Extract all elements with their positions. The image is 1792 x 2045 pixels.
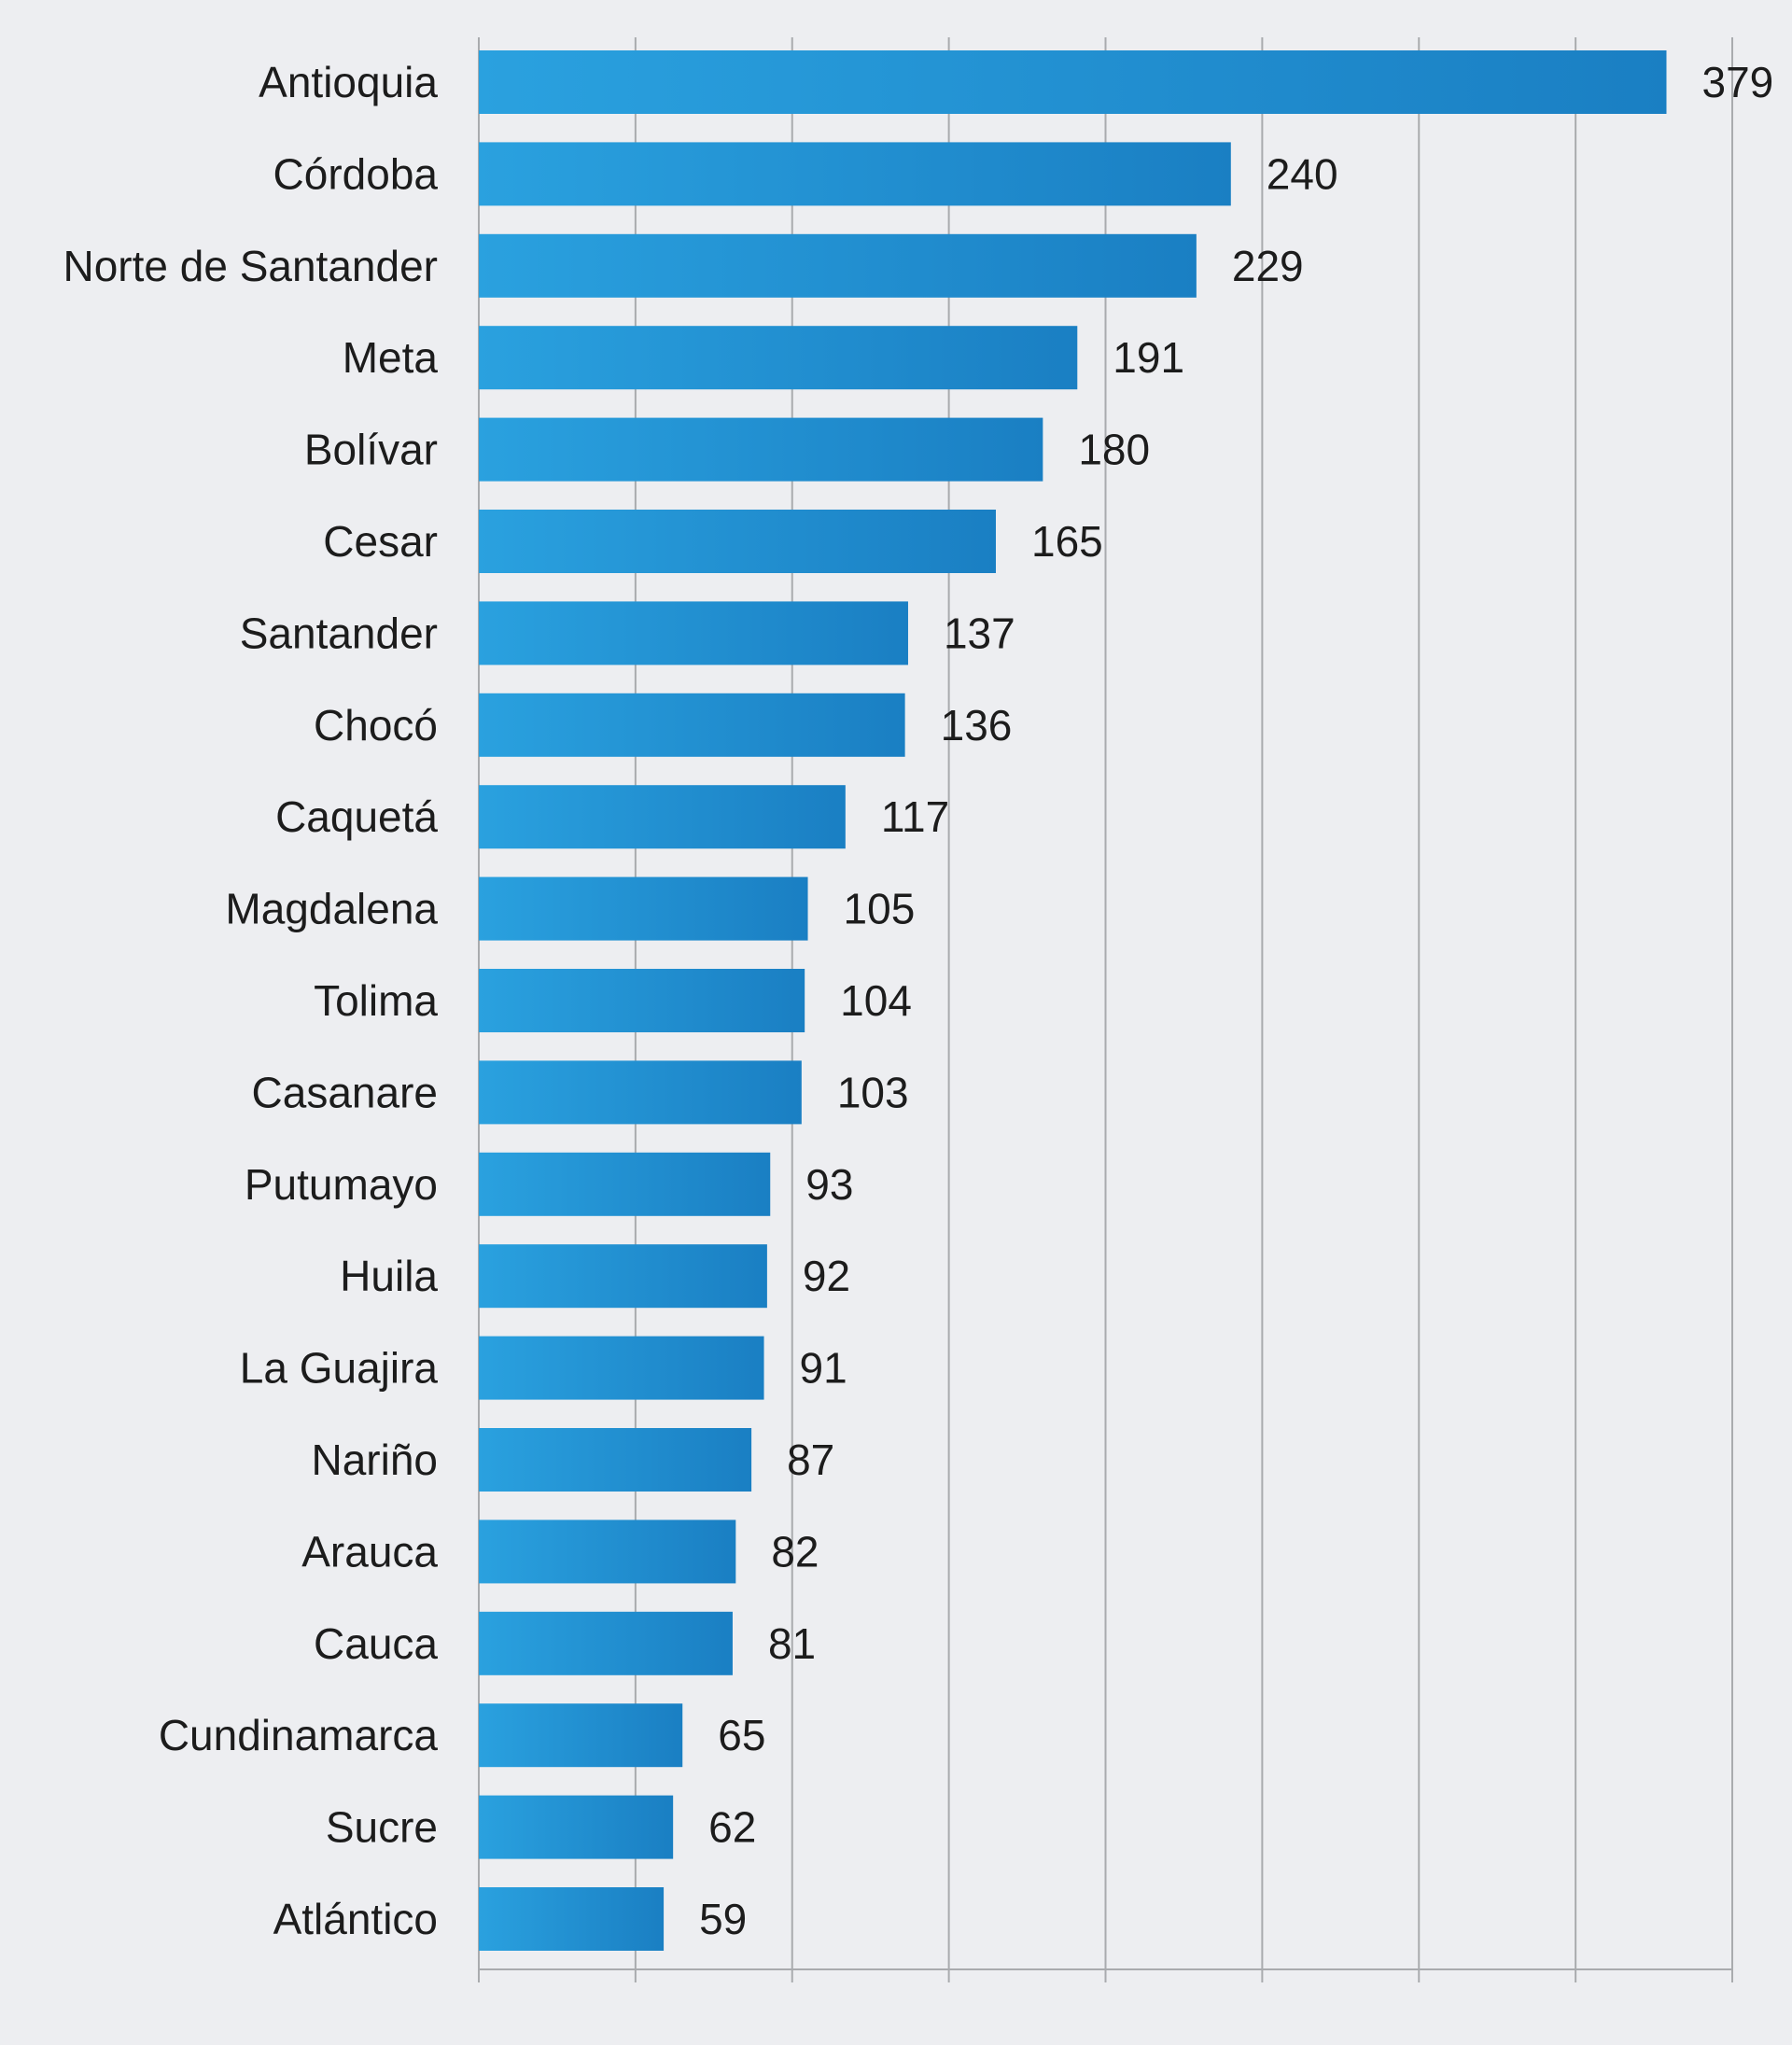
- bar-0: [479, 50, 1667, 114]
- x-axis: [478, 1968, 1733, 1982]
- value-label-9: 105: [844, 885, 916, 933]
- value-label-2: 229: [1232, 242, 1304, 290]
- bar-20: [479, 1887, 665, 1951]
- value-label-16: 82: [771, 1527, 819, 1576]
- bar-13: [479, 1244, 767, 1309]
- category-label-18: Cundinamarca: [159, 1711, 439, 1759]
- category-label-1: Córdoba: [273, 149, 439, 198]
- category-label-9: Magdalena: [225, 885, 438, 933]
- bar-6: [479, 601, 908, 665]
- category-label-14: La Guajira: [240, 1344, 439, 1393]
- value-label-12: 93: [805, 1160, 853, 1209]
- bar-15: [479, 1428, 752, 1492]
- bar-7: [479, 693, 905, 757]
- bar-10: [479, 969, 805, 1032]
- value-label-0: 379: [1701, 58, 1773, 106]
- bar-5: [479, 510, 996, 573]
- category-label-7: Chocó: [314, 701, 438, 749]
- value-label-17: 81: [768, 1619, 816, 1668]
- bar-9: [479, 876, 808, 941]
- category-label-10: Tolima: [314, 976, 438, 1025]
- bar-18: [479, 1703, 683, 1768]
- category-label-4: Bolívar: [304, 426, 438, 474]
- value-label-8: 117: [881, 792, 949, 841]
- category-label-17: Cauca: [314, 1619, 438, 1668]
- value-label-15: 87: [787, 1436, 834, 1484]
- category-label-16: Arauca: [301, 1527, 438, 1576]
- bar-11: [479, 1060, 802, 1125]
- category-label-20: Atlántico: [273, 1895, 438, 1943]
- bar-3: [479, 326, 1078, 390]
- category-label-6: Santander: [240, 609, 438, 657]
- bar-12: [479, 1152, 771, 1216]
- category-label-19: Sucre: [326, 1803, 438, 1852]
- bar-8: [479, 785, 846, 849]
- value-label-5: 165: [1031, 517, 1103, 566]
- value-labels: 379 240 229 191 180 165 137 136 117 105 104 103 93 92…: [699, 58, 1773, 1943]
- value-label-10: 104: [840, 976, 912, 1025]
- value-label-18: 65: [718, 1711, 765, 1759]
- value-label-20: 59: [699, 1895, 747, 1943]
- bar-2: [479, 233, 1197, 298]
- category-label-2: Norte de Santander: [63, 242, 439, 290]
- value-label-19: 62: [708, 1803, 756, 1852]
- bar-4: [479, 417, 1043, 482]
- category-label-11: Casanare: [252, 1068, 438, 1116]
- category-label-13: Huila: [340, 1252, 438, 1300]
- category-label-3: Meta: [343, 333, 439, 382]
- bar-16: [479, 1520, 736, 1584]
- value-label-14: 91: [800, 1344, 847, 1393]
- category-label-8: Caquetá: [275, 792, 438, 841]
- bars: [479, 50, 1667, 1951]
- value-label-7: 136: [941, 701, 1013, 749]
- bar-19: [479, 1795, 674, 1859]
- value-label-6: 137: [944, 609, 1015, 657]
- category-label-12: Putumayo: [245, 1160, 438, 1209]
- bar-14: [479, 1336, 764, 1400]
- category-label-5: Cesar: [323, 517, 438, 566]
- value-label-13: 92: [803, 1252, 850, 1300]
- value-label-4: 180: [1078, 426, 1150, 474]
- value-label-11: 103: [837, 1068, 909, 1116]
- bar-17: [479, 1611, 733, 1675]
- value-label-3: 191: [1113, 333, 1184, 382]
- category-label-0: Antioquia: [259, 58, 438, 106]
- bar-1: [479, 142, 1231, 206]
- category-label-15: Nariño: [311, 1436, 438, 1484]
- value-label-1: 240: [1267, 149, 1338, 198]
- category-labels: Antioquia Córdoba Norte de Santander Meta Bo…: [63, 58, 439, 1943]
